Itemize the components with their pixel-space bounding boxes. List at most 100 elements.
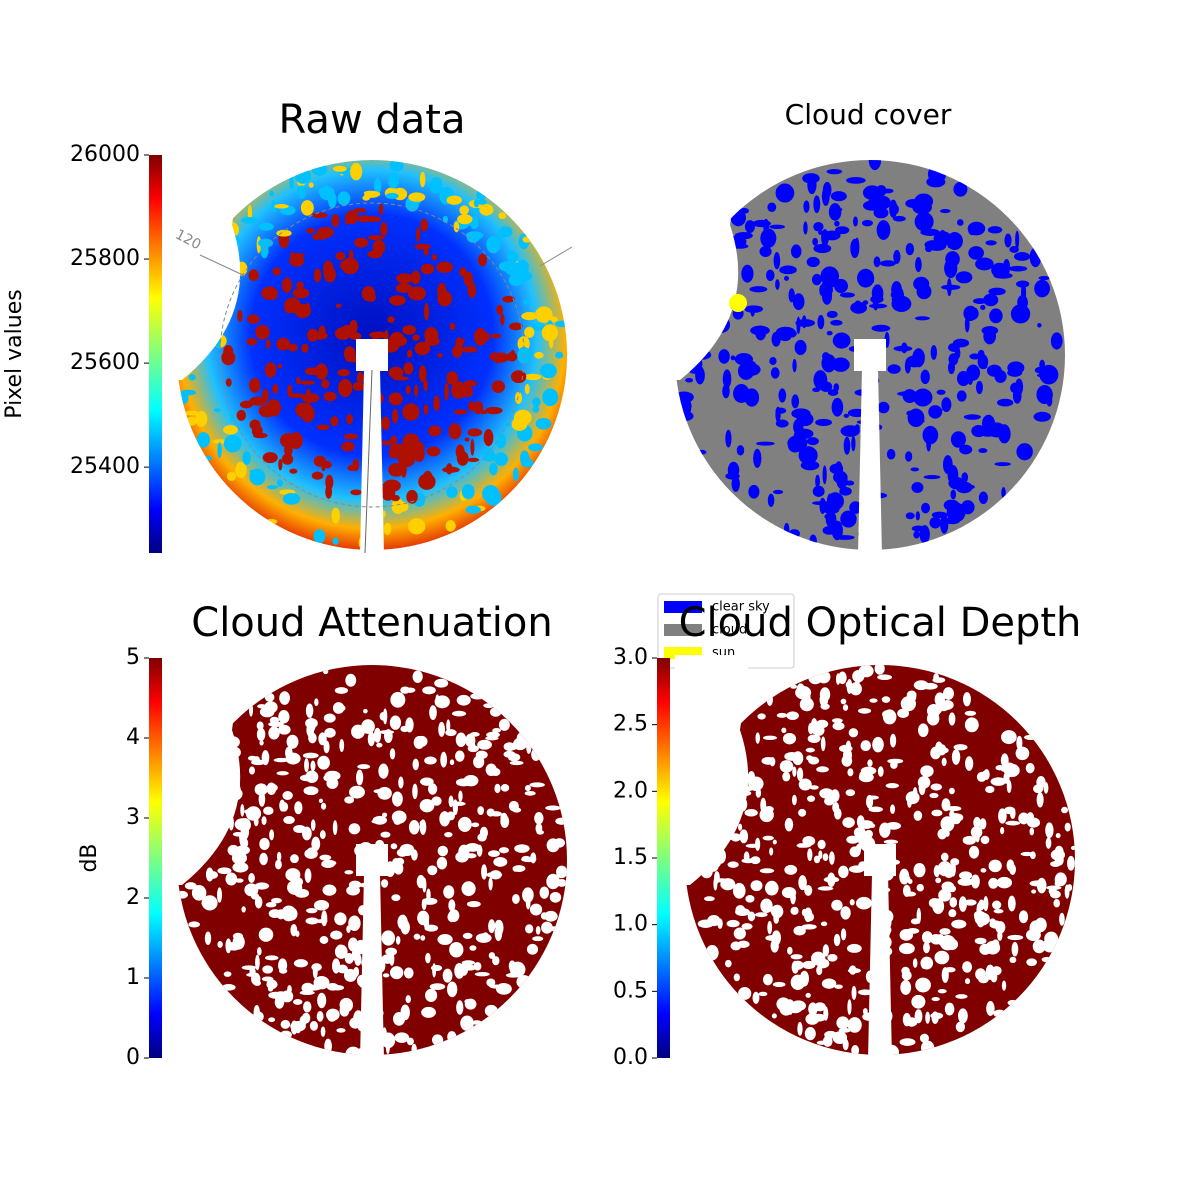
image-blob bbox=[498, 847, 509, 854]
image-blob bbox=[776, 712, 788, 718]
image-blob bbox=[248, 873, 255, 883]
image-blob bbox=[455, 444, 465, 460]
image-blob bbox=[412, 783, 418, 800]
image-blob bbox=[851, 985, 857, 1000]
image-blob bbox=[188, 374, 196, 381]
image-blob bbox=[1001, 730, 1017, 745]
image-blob bbox=[387, 171, 400, 189]
image-blob bbox=[824, 513, 837, 520]
image-blob bbox=[1029, 851, 1036, 860]
image-blob bbox=[235, 845, 250, 855]
image-blob bbox=[783, 275, 790, 281]
image-blob bbox=[743, 851, 750, 863]
image-blob bbox=[1054, 880, 1061, 887]
image-blob bbox=[779, 760, 794, 773]
image-blob bbox=[429, 983, 446, 990]
image-blob bbox=[546, 873, 560, 890]
image-blob bbox=[771, 930, 782, 946]
image-blob bbox=[405, 717, 414, 733]
image-mask bbox=[868, 874, 892, 1060]
image-blob bbox=[962, 692, 972, 707]
image-blob bbox=[476, 189, 487, 201]
image-blob bbox=[762, 973, 773, 986]
image-blob bbox=[992, 900, 1002, 910]
panel-title: Cloud cover bbox=[785, 98, 952, 131]
image-blob bbox=[963, 414, 981, 420]
image-blob bbox=[313, 900, 330, 911]
image-blob bbox=[292, 287, 310, 299]
image-blob bbox=[493, 857, 508, 867]
image-blob bbox=[416, 227, 421, 242]
image-blob bbox=[792, 960, 804, 970]
image-blob bbox=[264, 704, 276, 715]
image-blob bbox=[272, 383, 279, 394]
image-blob bbox=[983, 769, 990, 781]
image-blob bbox=[1015, 746, 1030, 761]
image-blob bbox=[492, 956, 500, 966]
image-blob bbox=[1067, 855, 1075, 871]
image-blob bbox=[983, 293, 999, 307]
image-blob bbox=[981, 326, 999, 336]
image-blob bbox=[524, 785, 531, 792]
image-blob bbox=[942, 687, 954, 700]
image-blob bbox=[330, 984, 345, 991]
image-blob bbox=[486, 808, 495, 817]
colorbar-tick-label: 1.0 bbox=[613, 912, 648, 937]
image-blob bbox=[832, 802, 840, 813]
image-blob bbox=[911, 994, 926, 1009]
image-blob bbox=[1009, 246, 1019, 253]
image-blob bbox=[488, 877, 493, 891]
image-blob bbox=[731, 475, 740, 492]
image-blob bbox=[1009, 863, 1016, 876]
image-blob bbox=[851, 435, 856, 452]
image-blob bbox=[1029, 247, 1042, 268]
image-blob bbox=[766, 692, 773, 706]
polar-axis bbox=[539, 246, 573, 267]
image-blob bbox=[725, 429, 732, 448]
image-blob bbox=[1000, 765, 1015, 773]
image-blob bbox=[259, 837, 270, 851]
image-blob bbox=[286, 734, 299, 749]
image-blob bbox=[905, 1017, 918, 1027]
image-blob bbox=[937, 861, 953, 877]
image-blob bbox=[864, 829, 873, 839]
image-blob bbox=[993, 908, 1004, 914]
image-blob bbox=[421, 1006, 436, 1018]
image-blob bbox=[498, 261, 514, 272]
image-blob bbox=[750, 307, 755, 317]
image-blob bbox=[812, 485, 825, 497]
image-blob bbox=[304, 758, 309, 773]
image-blob bbox=[452, 345, 463, 358]
image-blob bbox=[269, 190, 274, 197]
image-blob bbox=[912, 958, 918, 968]
image-blob bbox=[968, 845, 980, 859]
image-blob bbox=[867, 759, 873, 767]
image-blob bbox=[256, 947, 262, 956]
image-blob bbox=[738, 823, 743, 831]
image-blob bbox=[848, 728, 859, 738]
image-blob bbox=[819, 687, 831, 702]
image-blob bbox=[534, 352, 544, 359]
image-blob bbox=[846, 176, 866, 184]
image-blob bbox=[238, 832, 244, 841]
image-blob bbox=[996, 398, 1014, 407]
image-blob bbox=[978, 491, 988, 505]
image-blob bbox=[348, 823, 361, 835]
image-blob bbox=[353, 207, 367, 213]
image-blob bbox=[948, 787, 955, 795]
image-blob bbox=[937, 744, 947, 756]
image-blob bbox=[302, 752, 319, 759]
image-blob bbox=[334, 944, 348, 959]
image-blob bbox=[235, 461, 247, 479]
image-blob bbox=[745, 843, 760, 848]
image-blob bbox=[311, 471, 324, 480]
image-blob bbox=[422, 686, 436, 695]
image-blob bbox=[846, 835, 860, 844]
image-blob bbox=[254, 882, 270, 890]
image-blob bbox=[535, 417, 552, 430]
image-blob bbox=[272, 267, 281, 276]
image-blob bbox=[321, 379, 330, 389]
image-blob bbox=[987, 226, 1003, 234]
image-blob bbox=[802, 691, 811, 703]
image-blob bbox=[421, 898, 427, 911]
